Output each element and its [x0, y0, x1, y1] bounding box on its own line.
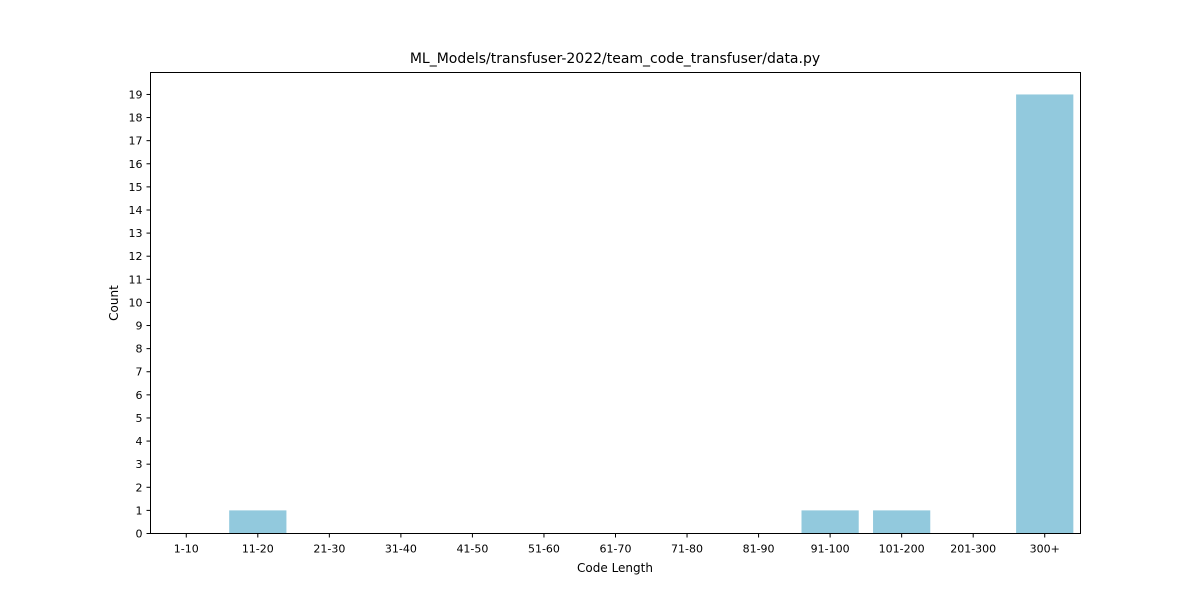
- y-tick-label: 9: [136, 320, 143, 333]
- y-tick-label: 12: [129, 250, 143, 263]
- x-tick-label: 21-30: [313, 543, 345, 556]
- y-tick-label: 11: [129, 273, 143, 286]
- y-tick-label: 15: [129, 181, 143, 194]
- chart-title: ML_Models/transfuser-2022/team_code_tran…: [410, 51, 820, 67]
- y-tick-label: 1: [136, 504, 143, 517]
- x-axis-ticks: 1-10 11-20 21-30 31-40 41-50 51-60 61-70 71-80 8…: [174, 533, 1060, 556]
- x-tick-label: 101-200: [879, 543, 925, 556]
- x-axis-label: Code Length: [577, 561, 653, 575]
- x-tick-label: 201-300: [950, 543, 996, 556]
- bars-group: [229, 94, 1074, 534]
- bar-101-200: [873, 510, 931, 534]
- y-tick-label: 19: [129, 88, 143, 101]
- x-tick-label: 300+: [1030, 543, 1060, 556]
- plot-frame: [150, 72, 1081, 534]
- y-tick-label: 16: [129, 158, 143, 171]
- y-tick-label: 8: [136, 343, 143, 356]
- y-tick-label: 5: [136, 412, 143, 425]
- y-tick-label: 7: [136, 366, 143, 379]
- x-tick-label: 81-90: [743, 543, 775, 556]
- y-tick-label: 14: [129, 204, 143, 217]
- y-tick-label: 2: [136, 481, 143, 494]
- y-tick-label: 13: [129, 227, 143, 240]
- x-tick-label: 61-70: [600, 543, 632, 556]
- x-tick-label: 91-100: [811, 543, 850, 556]
- y-tick-label: 18: [129, 112, 143, 125]
- x-tick-label: 41-50: [456, 543, 488, 556]
- x-tick-label: 51-60: [528, 543, 560, 556]
- bar-91-100: [801, 510, 859, 534]
- x-tick-label: 1-10: [174, 543, 199, 556]
- x-tick-label: 11-20: [242, 543, 274, 556]
- y-tick-label: 10: [129, 296, 143, 309]
- x-tick-label: 71-80: [671, 543, 703, 556]
- bar-11-20: [229, 510, 287, 534]
- y-tick-label: 17: [129, 135, 143, 148]
- y-tick-label: 0: [136, 528, 143, 541]
- y-tick-label: 4: [136, 435, 143, 448]
- x-tick-label: 31-40: [385, 543, 417, 556]
- bar-300+: [1016, 94, 1074, 534]
- y-tick-label: 3: [136, 458, 143, 471]
- y-axis-label: Count: [107, 285, 121, 321]
- y-tick-label: 6: [136, 389, 143, 402]
